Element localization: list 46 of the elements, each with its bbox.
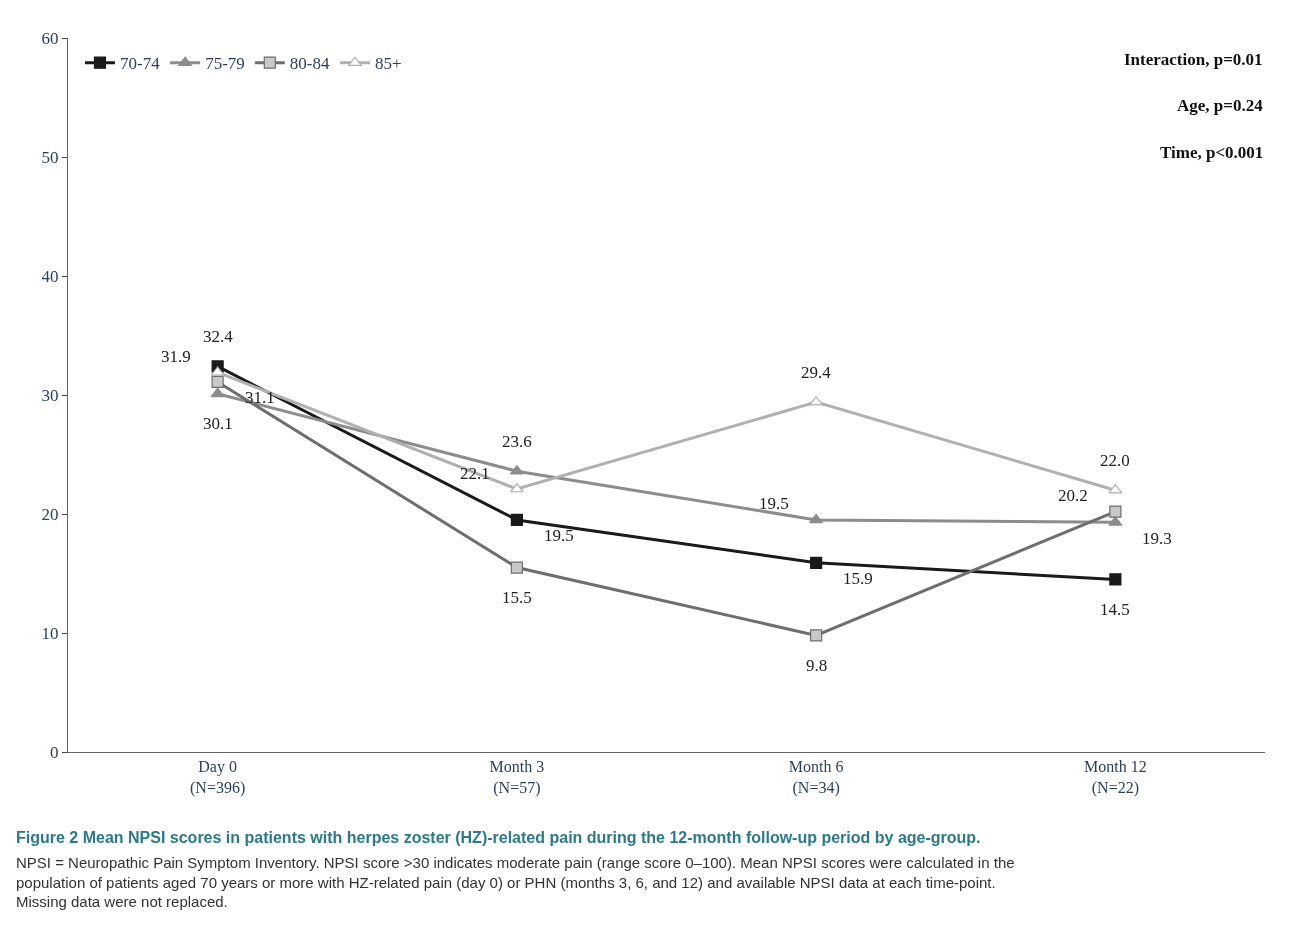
annotation: Interaction, p=0.01 [1124, 50, 1263, 69]
legend-label: 80-84 [289, 54, 330, 74]
data-label: 15.5 [502, 588, 532, 607]
point [809, 513, 824, 524]
point [510, 561, 523, 574]
point [509, 482, 524, 493]
y-tick-label: 30 [41, 385, 59, 405]
data-label: 32.4 [203, 327, 234, 346]
point [810, 556, 823, 569]
legend-label: 75-79 [205, 54, 245, 74]
data-label: 15.9 [843, 569, 873, 588]
data-label: 30.1 [203, 414, 233, 433]
data-label: 22.1 [460, 464, 490, 483]
y-tick-label: 40 [41, 266, 59, 286]
x-tick-label: Month 12 (N=22) [1084, 758, 1147, 797]
annotation: Time, p<0.001 [1160, 143, 1264, 162]
annotation: Age, p=0.24 [1177, 96, 1264, 115]
y-tick-label: 50 [41, 147, 59, 167]
data-label: 19.5 [544, 526, 574, 545]
data-label: 31.1 [245, 388, 275, 407]
point [211, 375, 224, 389]
legend-label: 85+ [374, 54, 402, 74]
data-label: 19.5 [759, 494, 789, 513]
data-label: 20.2 [1058, 486, 1088, 505]
point [1109, 573, 1122, 586]
y-tick-label: 10 [41, 623, 59, 643]
data-label: 14.5 [1100, 600, 1130, 619]
data-label: 23.6 [502, 432, 532, 451]
y-tick-label: 60 [41, 28, 59, 48]
y-tick-label: 20 [41, 504, 59, 524]
y-tick-label: 0 [50, 742, 59, 762]
data-label: 22.0 [1100, 451, 1130, 470]
point [1109, 505, 1122, 518]
data-label: 31.9 [161, 347, 191, 366]
x-tick-label: Day 0 (N=396) [190, 758, 246, 797]
text: Figure 2 Mean NPSI scores in patients with herpes zoster (HZ)-related pain during the 12-month follow-up period by age-group. [16, 829, 981, 846]
point [510, 513, 523, 527]
text: NPSI = Neuropathic Pain Symptom Inventory. NPSI score >30 indicates moderate pain (range score 0–100). Mean NPSI scores were calculated in the population of patients aged 70 years or more with HZ-related pain (day 0) or PHN (months 3, 6, and 12) and available NPSI data at each time-point. Missing data were not replaced. [16, 854, 1015, 910]
point [810, 629, 823, 642]
x-tick-label: Month 3 (N=57) [489, 758, 545, 797]
data-label: 19.3 [1142, 529, 1172, 548]
x-tick-label: Month 6 (N=34) [788, 758, 844, 797]
data-label: 9.8 [806, 656, 828, 675]
data-label: 29.4 [801, 363, 832, 382]
point [210, 387, 225, 398]
legend-label: 70-74 [119, 54, 161, 74]
